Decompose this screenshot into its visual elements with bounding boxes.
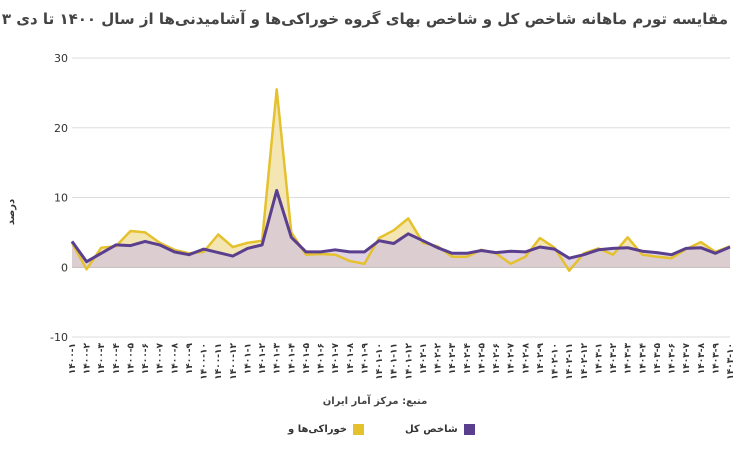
x-tick-label: ۱۴۰۱-۲ (258, 342, 268, 374)
y-tick-label: 20 (54, 122, 68, 135)
source-note: منبع: مرکز آمار ایران (322, 396, 428, 407)
legend-label-total: شاخص کل (405, 424, 458, 435)
x-tick-label: ۱۴۰۱-۵ (302, 342, 312, 374)
x-tick-label: ۱۴۰۰-۲ (83, 342, 93, 374)
y-tick-label: -10 (50, 331, 68, 344)
legend-label-food: خوراکی‌ها و (288, 424, 347, 435)
chart-title: مقایسه تورم ماهانه شاخص کل و شاخص بهای گ… (0, 10, 728, 28)
x-tick-label: ۱۴۰۲-۹ (536, 342, 546, 374)
x-tick-label: ۱۴۰۱-۱۲ (404, 343, 414, 380)
x-tick-label: ۱۴۰۰-۳ (97, 342, 107, 374)
x-tick-label: ۱۴۰۱-۱ (244, 343, 254, 374)
series-lines (70, 88, 731, 272)
x-tick-label: ۱۴۰۲-۱۲ (580, 343, 590, 380)
x-tick-label: ۱۴۰۳-۱۰ (726, 343, 736, 380)
x-tick-label: ۱۴۰۲-۳ (448, 342, 458, 374)
x-tick-label: ۱۴۰۰-۴ (112, 342, 122, 374)
gridlines (72, 57, 730, 338)
series-areas (72, 89, 730, 271)
x-tick-label: ۱۴۰۳-۸ (697, 342, 707, 374)
y-axis-label: درصد (6, 199, 17, 225)
x-tick-label: ۱۴۰۱-۴ (287, 342, 297, 374)
x-tick-label: ۱۴۰۱-۸ (346, 342, 356, 374)
x-axis-ticks: ۱۴۰۰-۱ ۱۴۰۰-۲ ۱۴۰۰-۳ ۱۴۰۰-۴ ۱۴۰۰-۵ ۱۴۰۰-۶ ۱۴۰۰… (68, 342, 736, 379)
x-tick-label: ۱۴۰۲-۲ (434, 342, 444, 374)
x-tick-label: ۱۴۰۲-۱۰ (551, 343, 561, 380)
legend-swatch-total (463, 424, 475, 435)
x-tick-label: ۱۴۰۰-۱ (68, 343, 78, 374)
x-tick-label: ۱۴۰۳-۳ (624, 342, 634, 374)
x-tick-label: ۱۴۰۰-۱۱ (214, 343, 224, 380)
x-tick-label: ۱۴۰۱-۶ (317, 343, 327, 374)
y-tick-label: 30 (54, 52, 68, 65)
x-tick-label: ۱۴۰۲-۵ (477, 342, 487, 374)
legend-item-food: خوراکی‌ها و (288, 424, 364, 435)
y-axis-ticks: 30 20 10 0 -10 (50, 52, 68, 344)
series-line-1 (70, 189, 731, 264)
x-tick-label: ۱۴۰۳-۵ (653, 342, 663, 374)
x-tick-label: ۱۴۰۲-۴ (463, 342, 473, 374)
x-tick-label: ۱۴۰۲-۷ (507, 342, 517, 374)
series-line-0 (70, 88, 731, 272)
x-tick-label: ۱۴۰۲-۱۱ (565, 343, 575, 380)
legend-item-total: شاخص کل (405, 424, 475, 435)
x-tick-label: ۱۴۰۰-۹ (185, 342, 195, 374)
x-tick-label: ۱۴۰۰-۷ (156, 342, 166, 374)
x-tick-label: ۱۴۰۰-۸ (170, 342, 180, 374)
y-tick-label: 0 (61, 261, 68, 274)
x-tick-label: ۱۴۰۳-۱ (594, 343, 604, 374)
x-tick-label: ۱۴۰۲-۱ (419, 343, 429, 374)
x-tick-label: ۱۴۰۰-۶ (141, 343, 151, 374)
x-tick-label: ۱۴۰۳-۲ (609, 342, 619, 374)
x-tick-label: ۱۴۰۱-۱۰ (375, 343, 385, 380)
x-tick-label: ۱۴۰۰-۵ (127, 342, 137, 374)
legend-swatch-food (352, 424, 364, 435)
x-tick-label: ۱۴۰۳-۷ (682, 342, 692, 374)
x-tick-label: ۱۴۰۱-۹ (360, 342, 370, 374)
x-tick-label: ۱۴۰۲-۸ (521, 342, 531, 374)
x-tick-label: ۱۴۰۱-۷ (331, 342, 341, 374)
y-tick-label: 10 (54, 192, 68, 205)
x-tick-label: ۱۴۰۳-۴ (638, 342, 648, 374)
x-tick-label: ۱۴۰۱-۱۱ (390, 343, 400, 380)
series-area-1 (72, 190, 730, 268)
x-tick-label: ۱۴۰۳-۶ (668, 343, 678, 374)
x-tick-label: ۱۴۰۱-۳ (273, 342, 283, 374)
x-tick-label: ۱۴۰۲-۶ (492, 343, 502, 374)
x-tick-label: ۱۴۰۰-۱۲ (229, 343, 239, 380)
x-tick-label: ۱۴۰۰-۱۰ (200, 343, 210, 380)
x-tick-label: ۱۴۰۳-۹ (711, 342, 721, 374)
